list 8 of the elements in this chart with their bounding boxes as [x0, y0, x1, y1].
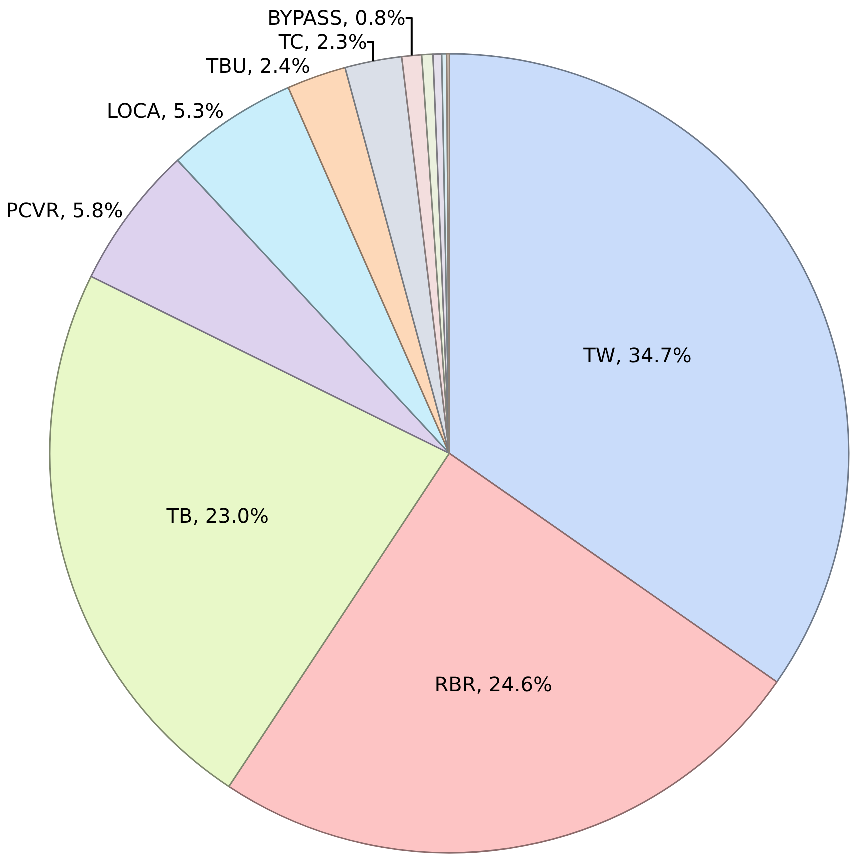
slice-label: BYPASS, 0.8%: [268, 6, 406, 30]
slice-label: TC, 2.3%: [278, 30, 368, 54]
slice-label: RBR, 24.6%: [434, 672, 552, 697]
slice-label: TW, 34.7%: [582, 344, 692, 368]
slice-label: PCVR, 5.8%: [6, 198, 124, 222]
slice-label: TBU, 2.4%: [205, 54, 311, 78]
slice-label: LOCA, 5.3%: [106, 99, 224, 124]
slice-label: TB, 23.0%: [166, 504, 269, 528]
